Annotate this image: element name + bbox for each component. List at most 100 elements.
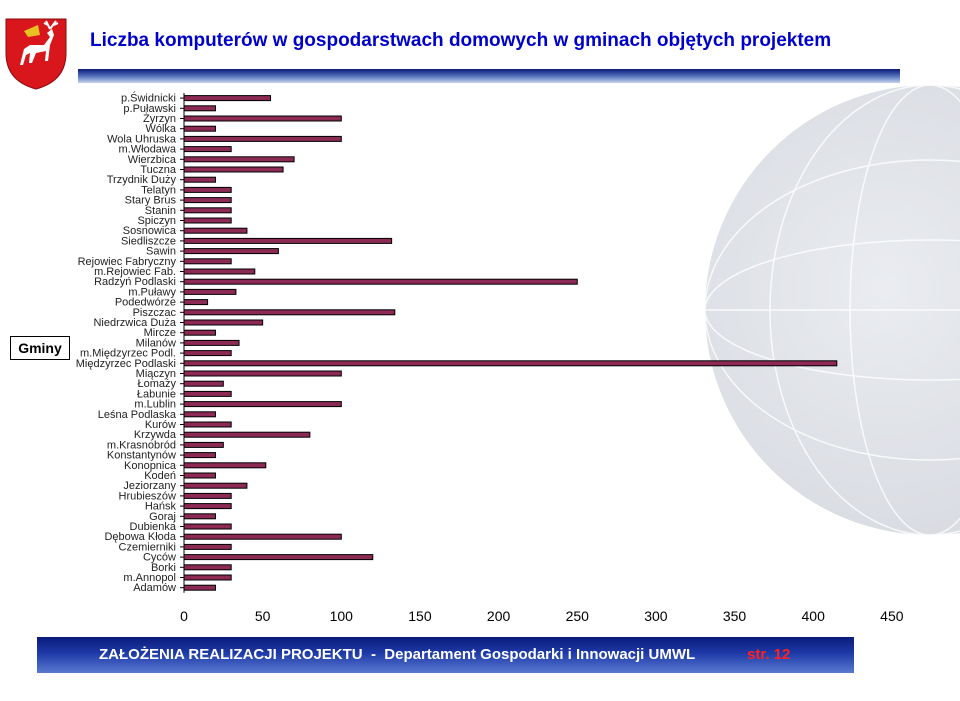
bar — [183, 350, 232, 357]
category-label: p.Puławski — [123, 103, 176, 115]
x-tick-label: 50 — [255, 608, 271, 624]
category-label: Podedwórze — [115, 297, 176, 309]
category-label: m.Rejowiec Fab. — [94, 266, 176, 278]
x-tick-label: 450 — [880, 608, 904, 624]
bar — [183, 237, 393, 244]
bar — [183, 574, 232, 581]
category-label: Niedrzwica Duża — [93, 317, 176, 329]
bar — [183, 339, 240, 346]
category-label: Sawin — [146, 246, 176, 258]
x-tick-label: 250 — [566, 608, 590, 624]
category-label: Konstantynów — [107, 450, 176, 462]
bar — [183, 533, 342, 540]
bar — [183, 197, 232, 204]
category-label: Łabunie — [137, 388, 176, 400]
bar — [183, 176, 216, 183]
bar — [183, 554, 374, 561]
category-label: Cyców — [143, 552, 176, 564]
bar — [183, 492, 232, 499]
title-rule — [78, 69, 900, 83]
bar — [183, 523, 232, 530]
x-tick-label: 400 — [802, 608, 826, 624]
category-label: Trzydnik Duży — [107, 174, 177, 186]
bar — [183, 217, 232, 224]
category-label: Stanin — [145, 205, 176, 217]
bar — [183, 452, 216, 459]
category-label: Stary Brus — [125, 195, 177, 207]
category-label: Goraj — [149, 511, 176, 523]
bar — [183, 278, 578, 285]
bar — [183, 156, 295, 163]
category-label: m.Krasnobród — [107, 439, 176, 451]
y-axis-label: Gminy — [10, 336, 70, 360]
bar — [183, 441, 224, 448]
category-label: Wierzbica — [128, 154, 177, 166]
category-label: Międzyrzec Podlaski — [76, 358, 176, 370]
lubelskie-coat-of-arms-icon — [5, 18, 67, 90]
bar — [183, 309, 396, 316]
bar — [183, 380, 224, 387]
category-label: Radzyń Podlaski — [94, 276, 176, 288]
category-label: Czemierniki — [119, 541, 176, 553]
page-number: str. 12 — [747, 646, 791, 663]
category-label: Jeziorzany — [123, 480, 176, 492]
category-label: Leśna Podlaska — [98, 409, 177, 421]
x-tick-label: 100 — [330, 608, 354, 624]
category-label: Hańsk — [145, 501, 177, 513]
category-label: Wola Uhruska — [107, 133, 177, 145]
category-label: Borki — [151, 562, 176, 574]
category-label: Piszczac — [133, 307, 177, 319]
bar — [183, 513, 216, 520]
category-label: p.Świdnicki — [121, 92, 176, 105]
category-label: m.Annopol — [123, 572, 176, 584]
category-label: Dubienka — [130, 521, 177, 533]
category-label: m.Lublin — [134, 399, 176, 411]
bar — [183, 431, 311, 438]
category-label: Sosnowica — [123, 225, 177, 237]
x-tick-label: 200 — [487, 608, 511, 624]
category-label: Kurów — [145, 419, 176, 431]
bar — [183, 207, 232, 214]
category-label: Milanów — [136, 337, 176, 349]
x-tick-label: 150 — [408, 608, 432, 624]
category-label: Hrubieszów — [119, 490, 177, 502]
category-label: Łomaży — [137, 378, 176, 390]
category-label: Rejowiec Fabryczny — [78, 256, 177, 268]
page-title: Liczba komputerów w gospodarstwach domow… — [90, 30, 832, 51]
footer-bar: ZAŁOŻENIA REALIZACJI PROJEKTU - Departam… — [37, 637, 854, 673]
bar — [183, 584, 216, 591]
x-tick-label: 300 — [644, 608, 668, 624]
category-label: m.Puławy — [128, 286, 176, 298]
bar — [183, 105, 216, 112]
category-label: Miączyn — [136, 368, 176, 380]
bar — [183, 186, 232, 193]
category-label: Telatyn — [141, 184, 176, 196]
category-label: Krzywda — [134, 429, 177, 441]
bar — [183, 115, 342, 122]
bar — [183, 166, 284, 173]
bar — [183, 329, 216, 336]
category-label: Siedliszcze — [121, 235, 176, 247]
category-label: Spiczyn — [137, 215, 176, 227]
category-label: Mircze — [144, 327, 176, 339]
bar — [183, 390, 232, 397]
bar — [183, 268, 256, 275]
category-label: m.Włodawa — [119, 144, 177, 156]
category-label: Adamów — [133, 582, 176, 594]
category-label: Żyrzyn — [143, 112, 176, 125]
bar — [183, 482, 248, 489]
bar — [183, 472, 216, 479]
footer-text: ZAŁOŻENIA REALIZACJI PROJEKTU - Departam… — [99, 646, 696, 663]
bar — [183, 503, 232, 510]
category-label: Tuczna — [140, 164, 177, 176]
category-label: Dębowa Kłoda — [104, 531, 176, 543]
bar — [183, 299, 209, 306]
x-tick-label: 350 — [723, 608, 747, 624]
bar — [183, 135, 342, 142]
bar — [183, 227, 248, 234]
bar — [183, 411, 216, 418]
bar — [183, 401, 342, 408]
bar — [183, 125, 216, 132]
bar — [183, 421, 232, 428]
